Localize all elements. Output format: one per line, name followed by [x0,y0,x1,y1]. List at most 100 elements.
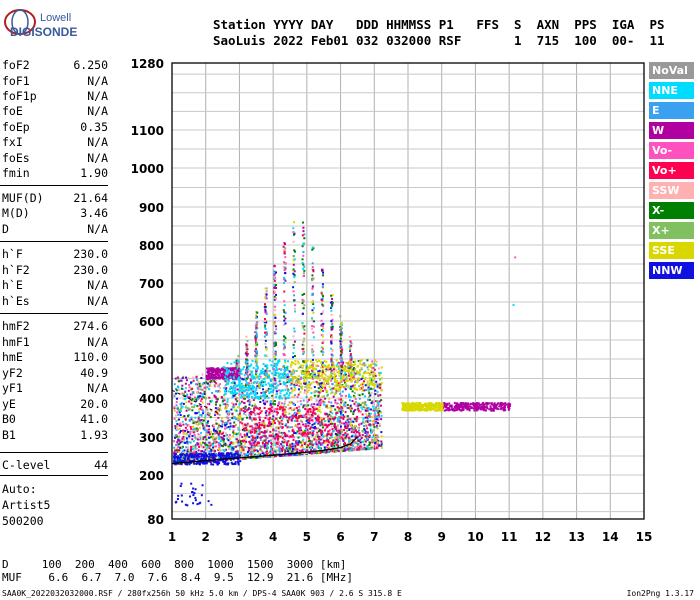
echo-point [370,416,373,419]
echo-point [222,398,225,401]
x-tick-label: 10 [467,530,484,544]
echo-point [366,417,369,420]
echo-point [284,381,287,384]
echo-point [247,368,250,371]
echo-point [333,422,336,425]
echo-point [211,391,214,394]
echo-point [335,364,338,367]
echo-point [260,383,263,386]
echo-point [181,416,184,419]
echo-point [209,373,212,376]
echo-point [265,320,268,323]
echo-point [347,386,350,389]
echo-point [188,400,191,403]
echo-point [354,398,357,401]
echo-point [273,364,276,367]
echo-point [197,457,200,460]
echo-point [245,416,248,419]
echo-point [292,259,295,262]
echo-point [368,436,371,439]
echo-point [340,409,343,412]
echo-point [197,395,200,398]
echo-point [331,444,334,447]
echo-point [369,419,372,422]
echo-point [225,432,228,435]
echo-point [337,450,340,453]
echo-point [274,437,277,440]
echo-point [186,393,189,396]
param-key: hmF1 [2,335,30,349]
echo-point [182,451,185,454]
echo-point [279,422,282,425]
echo-point [312,409,315,412]
echo-point [225,416,228,419]
echo-point [362,372,365,375]
echo-point [256,360,259,363]
echo-point [296,450,299,453]
echo-point [174,427,177,430]
echo-point [364,370,367,373]
echo-point [196,428,199,431]
echo-point [296,443,299,446]
echo-point [348,393,351,396]
echo-point [261,450,264,453]
echo-point [348,407,351,410]
echo-point [269,391,272,394]
echo-point [244,407,247,410]
echo-point [354,408,357,411]
echo-point [226,377,229,380]
echo-point [322,381,325,384]
echo-point [362,404,365,407]
echo-point [233,380,236,383]
echo-point [336,402,339,405]
echo-point [284,317,287,320]
echo-point [276,438,279,441]
echo-point [186,450,189,453]
echo-point [236,388,239,391]
echo-point [198,385,201,388]
echo-point [197,398,200,401]
echo-point [230,408,233,411]
echo-point [208,403,211,406]
echo-point [301,221,304,224]
y-tick-label: 600 [139,315,164,329]
echo-point [210,409,213,412]
echo-point [283,369,286,372]
station-header: Station YYYY DAY DDD HHMMSS P1 FFS S AXN… [213,17,665,49]
echo-point [306,449,309,452]
echo-point [329,442,332,445]
echo-point [246,400,249,403]
echo-point [213,412,216,415]
echo-point [355,431,358,434]
echo-point [294,447,297,450]
echo-point [207,372,210,375]
echo-point [219,387,222,390]
echo-point [330,309,333,312]
echo-point [240,451,243,454]
echo-point [331,441,334,444]
echo-point [307,413,310,416]
echo-point [336,411,339,414]
echo-point [338,429,341,432]
echo-point [194,446,197,449]
echo-point [370,401,373,404]
echo-point [252,438,255,441]
echo-point [300,415,303,418]
echo-point [317,394,320,397]
echo-point [273,386,276,389]
echo-point [288,380,291,383]
echo-point [301,312,304,315]
echo-point [321,335,324,338]
echo-point [372,408,375,411]
echo-point [331,304,334,307]
echo-point [351,420,354,423]
echo-point [311,431,314,434]
echo-point [235,367,238,370]
echo-point [250,429,253,432]
echo-point [338,416,341,419]
echo-point [292,299,295,302]
echo-point [349,348,352,351]
echo-point [227,435,230,438]
echo-point [376,409,379,412]
echo-point [218,371,221,374]
